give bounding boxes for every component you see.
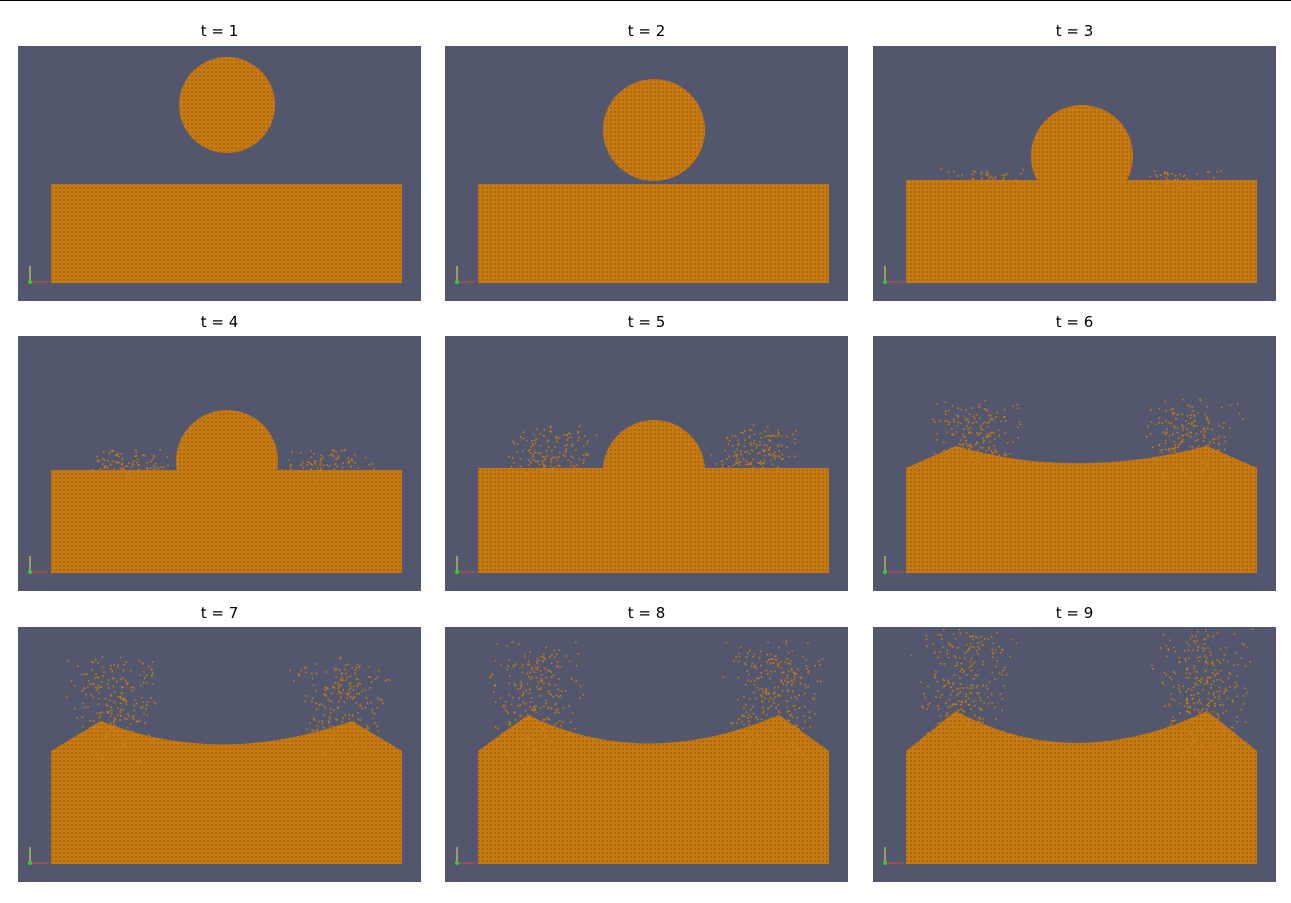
- axes-triad-icon: [455, 266, 475, 284]
- particle-slab: [906, 711, 1257, 864]
- frame-title-8: t = 8: [627, 604, 666, 622]
- simulation-frame-2: [445, 46, 848, 301]
- particle-render: [883, 628, 1257, 865]
- splash-particles: [88, 449, 375, 484]
- particle-render: [455, 640, 829, 865]
- frame-title-7: t = 7: [200, 604, 239, 622]
- frame-title-2: t = 2: [627, 22, 666, 40]
- particle-render: [455, 420, 829, 574]
- splash-particles: [910, 628, 1254, 764]
- frame-title-4: t = 4: [200, 313, 239, 331]
- particle-render: [28, 410, 402, 574]
- splash-particles: [66, 656, 391, 765]
- particle-slab: [906, 446, 1257, 573]
- particle-render: [28, 57, 402, 284]
- particle-slab: [51, 184, 402, 283]
- simulation-frame-3: [873, 46, 1276, 301]
- axes-triad-icon: [883, 556, 903, 574]
- splash-particles: [489, 640, 824, 764]
- frame-title-1: t = 1: [200, 22, 239, 40]
- axes-triad-icon: [883, 266, 903, 284]
- axes-triad-icon: [28, 266, 48, 284]
- frame-title-3: t = 3: [1055, 22, 1094, 40]
- particle-slab: [51, 721, 402, 864]
- particle-slab: [478, 715, 829, 864]
- axes-triad-icon: [455, 847, 475, 865]
- frame-title-6: t = 6: [1055, 313, 1094, 331]
- particle-sphere: [179, 57, 275, 153]
- simulation-frame-7: [18, 627, 421, 882]
- axes-triad-icon: [28, 556, 48, 574]
- axes-triad-icon: [28, 847, 48, 865]
- simulation-frame-6: [873, 336, 1276, 591]
- simulation-frame-1: [18, 46, 421, 301]
- particle-sphere: [1031, 105, 1133, 207]
- simulation-frame-4: [18, 336, 421, 591]
- particle-render: [455, 79, 829, 284]
- frame-title-9: t = 9: [1055, 604, 1094, 622]
- particle-slab: [906, 180, 1257, 283]
- particle-sphere: [603, 420, 705, 522]
- simulation-frame-9: [873, 627, 1276, 882]
- axes-triad-icon: [455, 556, 475, 574]
- top-border-line: [0, 0, 1291, 1]
- particle-sphere: [603, 79, 705, 181]
- frame-title-5: t = 5: [627, 313, 666, 331]
- particle-render: [28, 656, 402, 865]
- axes-triad-icon: [883, 847, 903, 865]
- particle-render: [883, 398, 1257, 574]
- particle-slab: [51, 470, 402, 573]
- splash-particles: [931, 168, 1222, 195]
- particle-render: [883, 105, 1257, 284]
- splash-particles: [508, 424, 797, 482]
- particle-sphere: [176, 410, 278, 512]
- splash-particles: [931, 398, 1244, 481]
- simulation-frame-5: [445, 336, 848, 591]
- particle-slab: [478, 184, 829, 283]
- simulation-frame-8: [445, 627, 848, 882]
